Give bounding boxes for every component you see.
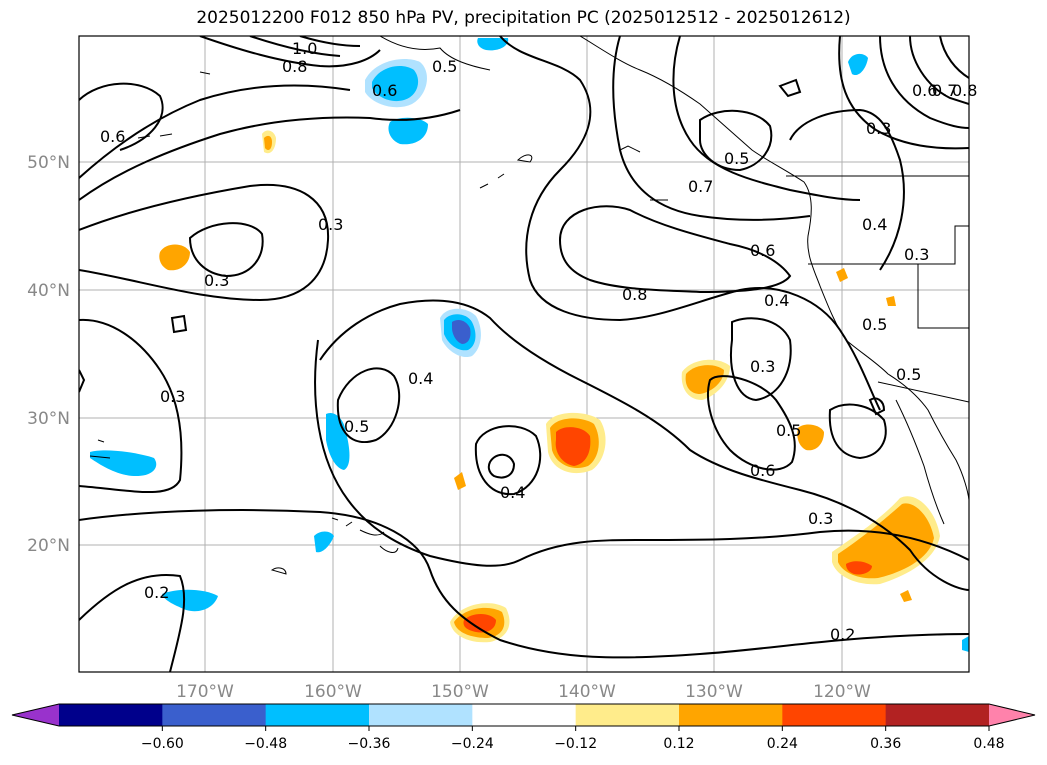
lon-label: 150°W xyxy=(431,682,489,702)
contour-label: 0.3 xyxy=(318,215,343,234)
colorbar-segment xyxy=(265,704,370,726)
colorbar-outline xyxy=(11,703,1036,727)
lat-label: 30°N xyxy=(27,409,70,429)
colorbar-tick-label: 0.36 xyxy=(870,736,901,752)
lon-axis-labels: 170°W 160°W 150°W 140°W 130°W 120°W xyxy=(176,682,871,702)
colorbar-tick-label: −0.60 xyxy=(141,736,184,752)
colorbar-tick-label: −0.36 xyxy=(348,736,391,752)
lon-label: 120°W xyxy=(813,682,871,702)
gridlines xyxy=(79,36,969,672)
lon-label: 130°W xyxy=(685,682,743,702)
contour-label: 0.5 xyxy=(432,57,457,76)
contour-label: 0.3 xyxy=(904,245,929,264)
colorbar-tick-label: 0.24 xyxy=(767,736,798,752)
precip-shading xyxy=(90,38,969,652)
contour-label: 0.3 xyxy=(808,509,833,528)
negative-precip-areas xyxy=(90,38,969,652)
colorbar-extend-low xyxy=(12,704,59,726)
contour-label: 0.6 xyxy=(912,81,937,100)
contour-label: 0.4 xyxy=(408,369,433,388)
contour-label: 0.4 xyxy=(500,483,525,502)
colorbar-ticks: −0.60 −0.48 −0.36 −0.24 −0.12 0.12 0.24 0.36 0.4… xyxy=(141,726,1005,752)
contour-labels: 1.0 0.8 0.6 0.5 0.6 0.3 0.3 0.3 0.4 0.5 … xyxy=(100,39,977,644)
colorbar-segment xyxy=(782,704,887,726)
contour-label: 0.3 xyxy=(204,271,229,290)
contour-label: 0.2 xyxy=(830,625,855,644)
contour-label: 0.7 xyxy=(932,81,957,100)
colorbar-tick-label: −0.12 xyxy=(554,736,597,752)
contour-label: 0.5 xyxy=(896,365,921,384)
lat-label: 40°N xyxy=(27,281,70,301)
colorbar-segment xyxy=(885,704,990,726)
contour-label: 0.8 xyxy=(952,81,977,100)
contour-label: 0.6 xyxy=(100,127,125,146)
contour-label: 0.4 xyxy=(862,215,887,234)
contour-label: 0.5 xyxy=(344,417,369,436)
contour-label: 0.8 xyxy=(282,57,307,76)
contour-label: 0.3 xyxy=(866,119,891,138)
colorbar-segment xyxy=(369,704,473,726)
lon-label: 170°W xyxy=(176,682,234,702)
coastlines xyxy=(89,36,969,575)
contour-label: 0.6 xyxy=(750,461,775,480)
contour-label: 0.5 xyxy=(776,421,801,440)
colorbar-extend-high xyxy=(989,704,1035,726)
contour-label: 0.2 xyxy=(144,583,169,602)
colorbar-segment xyxy=(472,704,577,726)
contour-label: 0.3 xyxy=(750,357,775,376)
contour-label: 0.5 xyxy=(724,149,749,168)
lat-label: 20°N xyxy=(27,536,70,556)
positive-precip-areas xyxy=(159,130,940,643)
colorbar-segment xyxy=(59,704,163,726)
contour-label: 0.8 xyxy=(622,285,647,304)
contour-label: 0.5 xyxy=(862,315,887,334)
colorbar: −0.60 −0.48 −0.36 −0.24 −0.12 0.12 0.24 0.36 0.4… xyxy=(11,703,1036,752)
colorbar-tick-label: −0.24 xyxy=(451,736,494,752)
contour-label: 1.0 xyxy=(292,39,317,58)
contour-label: 0.7 xyxy=(688,177,713,196)
contour-label: 0.3 xyxy=(160,387,185,406)
lon-label: 140°W xyxy=(558,682,616,702)
contour-label: 0.6 xyxy=(750,241,775,260)
colorbar-segment xyxy=(162,704,267,726)
colorbar-segment xyxy=(575,704,680,726)
map-frame xyxy=(78,35,970,673)
contour-label: 0.6 xyxy=(372,81,397,100)
colorbar-segments xyxy=(59,704,990,726)
lat-axis-labels: 50°N 40°N 30°N 20°N xyxy=(27,153,70,556)
colorbar-tick-label: 0.48 xyxy=(973,736,1004,752)
lat-label: 50°N xyxy=(27,153,70,173)
contour-label: 0.4 xyxy=(764,291,789,310)
map-area xyxy=(79,36,969,672)
colorbar-tick-label: 0.12 xyxy=(663,736,694,752)
colorbar-tick-label: −0.48 xyxy=(244,736,287,752)
lon-label: 160°W xyxy=(304,682,362,702)
pv-contours xyxy=(79,36,969,672)
map-title: 2025012200 F012 850 hPa PV, precipitatio… xyxy=(196,8,851,28)
colorbar-segment xyxy=(679,704,783,726)
